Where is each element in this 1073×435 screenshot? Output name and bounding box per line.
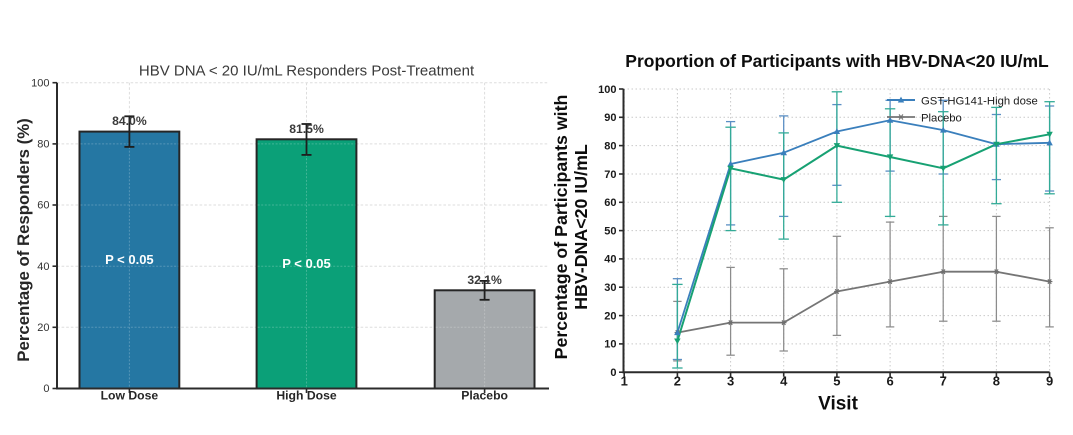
svg-text:1: 1 xyxy=(621,374,628,389)
svg-text:HBV DNA < 20 IU/mL Responders: HBV DNA < 20 IU/mL Responders Post-Treat… xyxy=(139,63,475,80)
svg-text:HBV-DNA<20 IU/mL: HBV-DNA<20 IU/mL xyxy=(571,144,591,310)
svg-text:100: 100 xyxy=(31,77,49,89)
svg-text:0: 0 xyxy=(43,383,49,395)
svg-text:5: 5 xyxy=(833,374,840,389)
svg-text:80: 80 xyxy=(37,139,49,151)
svg-text:90: 90 xyxy=(604,112,616,124)
svg-text:7: 7 xyxy=(940,374,947,389)
svg-text:P < 0.05: P < 0.05 xyxy=(282,256,331,271)
svg-text:Proportion of Participants wit: Proportion of Participants with HBV-DNA<… xyxy=(625,51,1049,71)
svg-text:20: 20 xyxy=(37,322,49,334)
svg-text:81.5%: 81.5% xyxy=(289,122,324,136)
svg-text:100: 100 xyxy=(598,84,616,96)
svg-text:8: 8 xyxy=(993,374,1000,389)
svg-text:3: 3 xyxy=(727,374,734,389)
svg-text:0: 0 xyxy=(610,367,616,379)
svg-text:20: 20 xyxy=(604,310,616,322)
svg-text:P < 0.05: P < 0.05 xyxy=(105,252,154,267)
svg-text:32.1%: 32.1% xyxy=(467,273,502,287)
svg-text:Visit: Visit xyxy=(818,394,858,415)
svg-text:6: 6 xyxy=(886,374,893,389)
svg-text:2: 2 xyxy=(674,374,681,389)
svg-text:70: 70 xyxy=(604,169,616,181)
svg-text:40: 40 xyxy=(37,261,49,273)
svg-text:84.0%: 84.0% xyxy=(112,114,147,128)
svg-text:60: 60 xyxy=(604,197,616,209)
svg-text:Placebo: Placebo xyxy=(461,389,508,403)
svg-text:GST-HG141-High dose: GST-HG141-High dose xyxy=(921,96,1038,108)
svg-text:40: 40 xyxy=(604,254,616,266)
svg-text:4: 4 xyxy=(780,374,788,389)
svg-text:Low Dose: Low Dose xyxy=(101,389,159,403)
svg-text:30: 30 xyxy=(604,282,616,294)
svg-text:10: 10 xyxy=(604,339,616,351)
svg-text:60: 60 xyxy=(37,200,49,212)
svg-text:Placebo: Placebo xyxy=(921,113,962,125)
svg-text:9: 9 xyxy=(1046,374,1053,389)
svg-text:80: 80 xyxy=(604,140,616,152)
svg-text:Percentage of Participants wit: Percentage of Participants with xyxy=(551,95,571,360)
svg-text:Percentage of Responders (%): Percentage of Responders (%) xyxy=(14,118,33,361)
svg-text:50: 50 xyxy=(604,225,616,237)
svg-text:High Dose: High Dose xyxy=(276,389,336,403)
